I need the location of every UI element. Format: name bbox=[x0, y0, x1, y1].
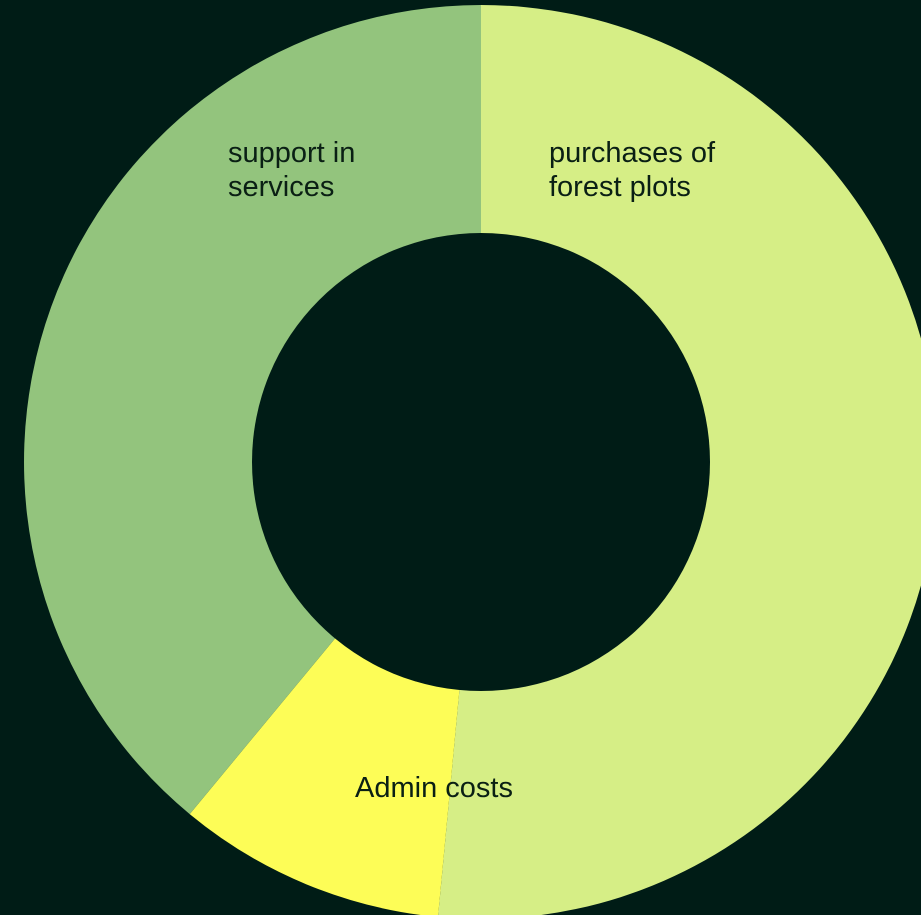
labels-group: purchases of forest plots Admin costs suppo… bbox=[228, 137, 716, 804]
slice-label-line: Admin costs bbox=[355, 772, 513, 804]
slice-3 bbox=[24, 5, 482, 815]
slice-label-1: purchases of forest plots bbox=[549, 137, 716, 203]
slice-label-line: forest plots bbox=[549, 171, 691, 203]
slice-label-3: support in services bbox=[228, 137, 355, 203]
slice-label-2: Admin costs bbox=[355, 772, 513, 804]
slice-label-line: services bbox=[228, 171, 334, 203]
slice-label-line: support in bbox=[228, 137, 355, 169]
donut-hole bbox=[252, 233, 710, 691]
slice-label-line: purchases of bbox=[549, 137, 716, 169]
